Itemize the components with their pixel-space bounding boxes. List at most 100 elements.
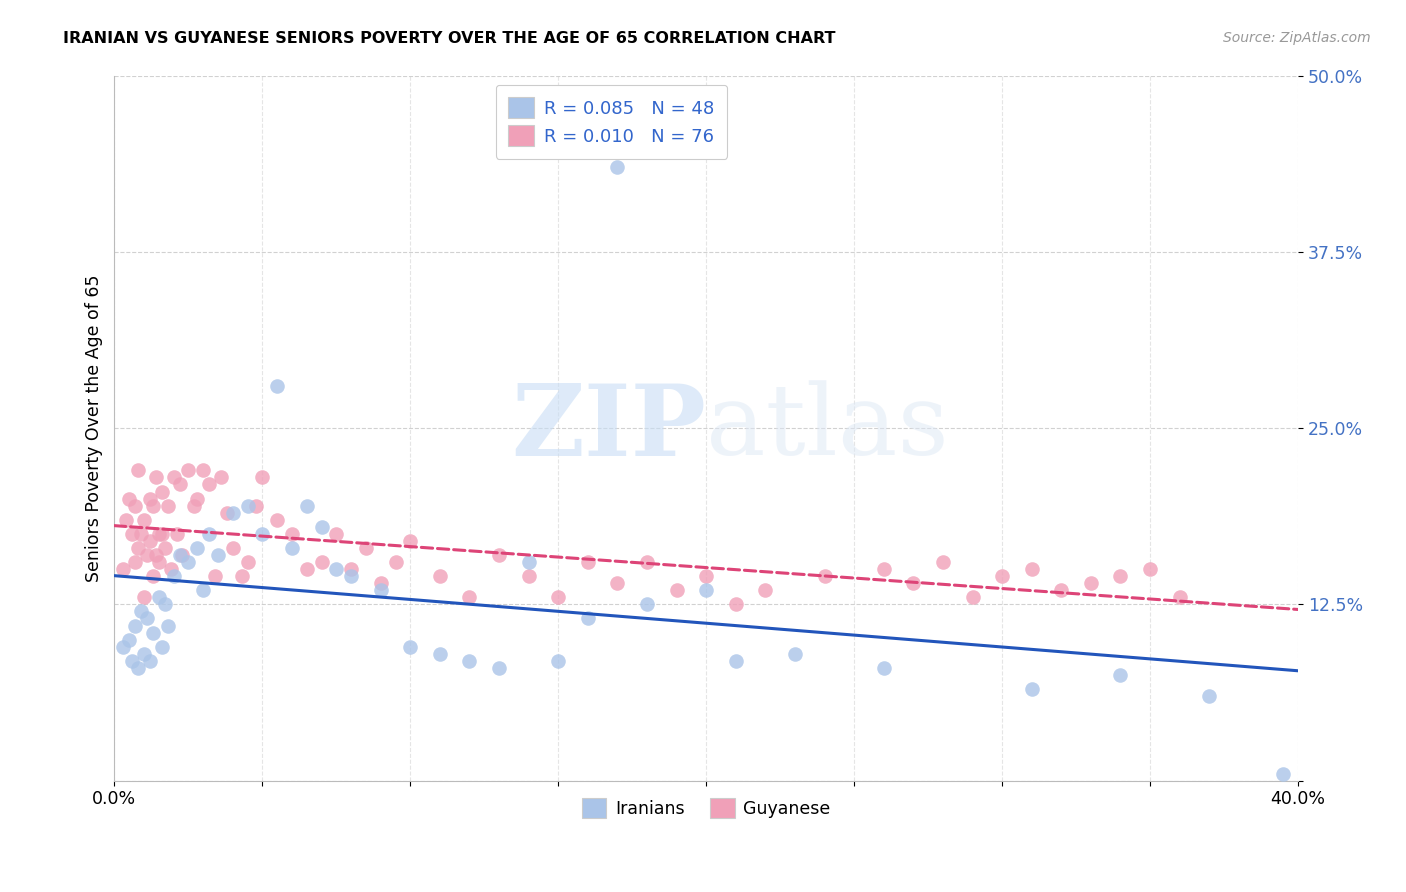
Point — [903, 576, 925, 591]
Point — [124, 618, 146, 632]
Point — [606, 160, 628, 174]
Point — [193, 583, 215, 598]
Point — [124, 499, 146, 513]
Point — [488, 661, 510, 675]
Point — [139, 533, 162, 548]
Point — [873, 562, 896, 576]
Point — [136, 611, 159, 625]
Point — [177, 555, 200, 569]
Point — [399, 640, 422, 654]
Point — [172, 548, 194, 562]
Point — [281, 526, 304, 541]
Point — [231, 569, 253, 583]
Point — [1080, 576, 1102, 591]
Point — [783, 647, 806, 661]
Point — [724, 654, 747, 668]
Point — [295, 562, 318, 576]
Point — [177, 463, 200, 477]
Point — [754, 583, 776, 598]
Point — [115, 513, 138, 527]
Point — [150, 484, 173, 499]
Point — [695, 569, 717, 583]
Point — [295, 499, 318, 513]
Point — [139, 654, 162, 668]
Point — [198, 477, 221, 491]
Point — [636, 555, 658, 569]
Point — [429, 569, 451, 583]
Point — [458, 591, 481, 605]
Y-axis label: Seniors Poverty Over the Age of 65: Seniors Poverty Over the Age of 65 — [86, 275, 103, 582]
Point — [209, 470, 232, 484]
Point — [207, 548, 229, 562]
Point — [1168, 591, 1191, 605]
Point — [576, 611, 599, 625]
Point — [547, 654, 569, 668]
Point — [354, 541, 377, 555]
Point — [127, 541, 149, 555]
Point — [183, 499, 205, 513]
Point — [222, 506, 245, 520]
Point — [156, 499, 179, 513]
Point — [252, 526, 274, 541]
Point — [547, 591, 569, 605]
Point — [150, 640, 173, 654]
Point — [121, 526, 143, 541]
Point — [166, 526, 188, 541]
Point — [576, 555, 599, 569]
Point — [311, 555, 333, 569]
Point — [429, 647, 451, 661]
Point — [145, 548, 167, 562]
Point — [1109, 668, 1132, 682]
Point — [606, 576, 628, 591]
Point — [127, 661, 149, 675]
Point — [517, 569, 540, 583]
Point — [153, 541, 176, 555]
Point — [517, 555, 540, 569]
Point — [156, 618, 179, 632]
Point — [932, 555, 955, 569]
Point — [636, 598, 658, 612]
Point — [665, 583, 688, 598]
Point — [384, 555, 406, 569]
Point — [266, 513, 288, 527]
Legend: Iranians, Guyanese: Iranians, Guyanese — [575, 791, 838, 825]
Point — [150, 526, 173, 541]
Text: atlas: atlas — [706, 380, 949, 476]
Point — [142, 625, 165, 640]
Point — [370, 583, 392, 598]
Point — [325, 562, 347, 576]
Point — [112, 640, 135, 654]
Point — [148, 555, 170, 569]
Point — [162, 470, 184, 484]
Point — [142, 569, 165, 583]
Point — [186, 491, 208, 506]
Text: ZIP: ZIP — [512, 380, 706, 476]
Point — [121, 654, 143, 668]
Point — [186, 541, 208, 555]
Point — [148, 526, 170, 541]
Point — [169, 477, 191, 491]
Point — [129, 604, 152, 618]
Point — [1109, 569, 1132, 583]
Point — [198, 526, 221, 541]
Point — [118, 491, 141, 506]
Point — [1139, 562, 1161, 576]
Point — [873, 661, 896, 675]
Point — [1021, 681, 1043, 696]
Point — [222, 541, 245, 555]
Point — [139, 491, 162, 506]
Point — [132, 513, 155, 527]
Point — [236, 555, 259, 569]
Point — [1021, 562, 1043, 576]
Text: IRANIAN VS GUYANESE SENIORS POVERTY OVER THE AGE OF 65 CORRELATION CHART: IRANIAN VS GUYANESE SENIORS POVERTY OVER… — [63, 31, 835, 46]
Point — [1272, 766, 1295, 780]
Point — [266, 378, 288, 392]
Point — [695, 583, 717, 598]
Point — [142, 499, 165, 513]
Point — [162, 569, 184, 583]
Point — [215, 506, 238, 520]
Point — [204, 569, 226, 583]
Point — [148, 591, 170, 605]
Point — [112, 562, 135, 576]
Point — [991, 569, 1014, 583]
